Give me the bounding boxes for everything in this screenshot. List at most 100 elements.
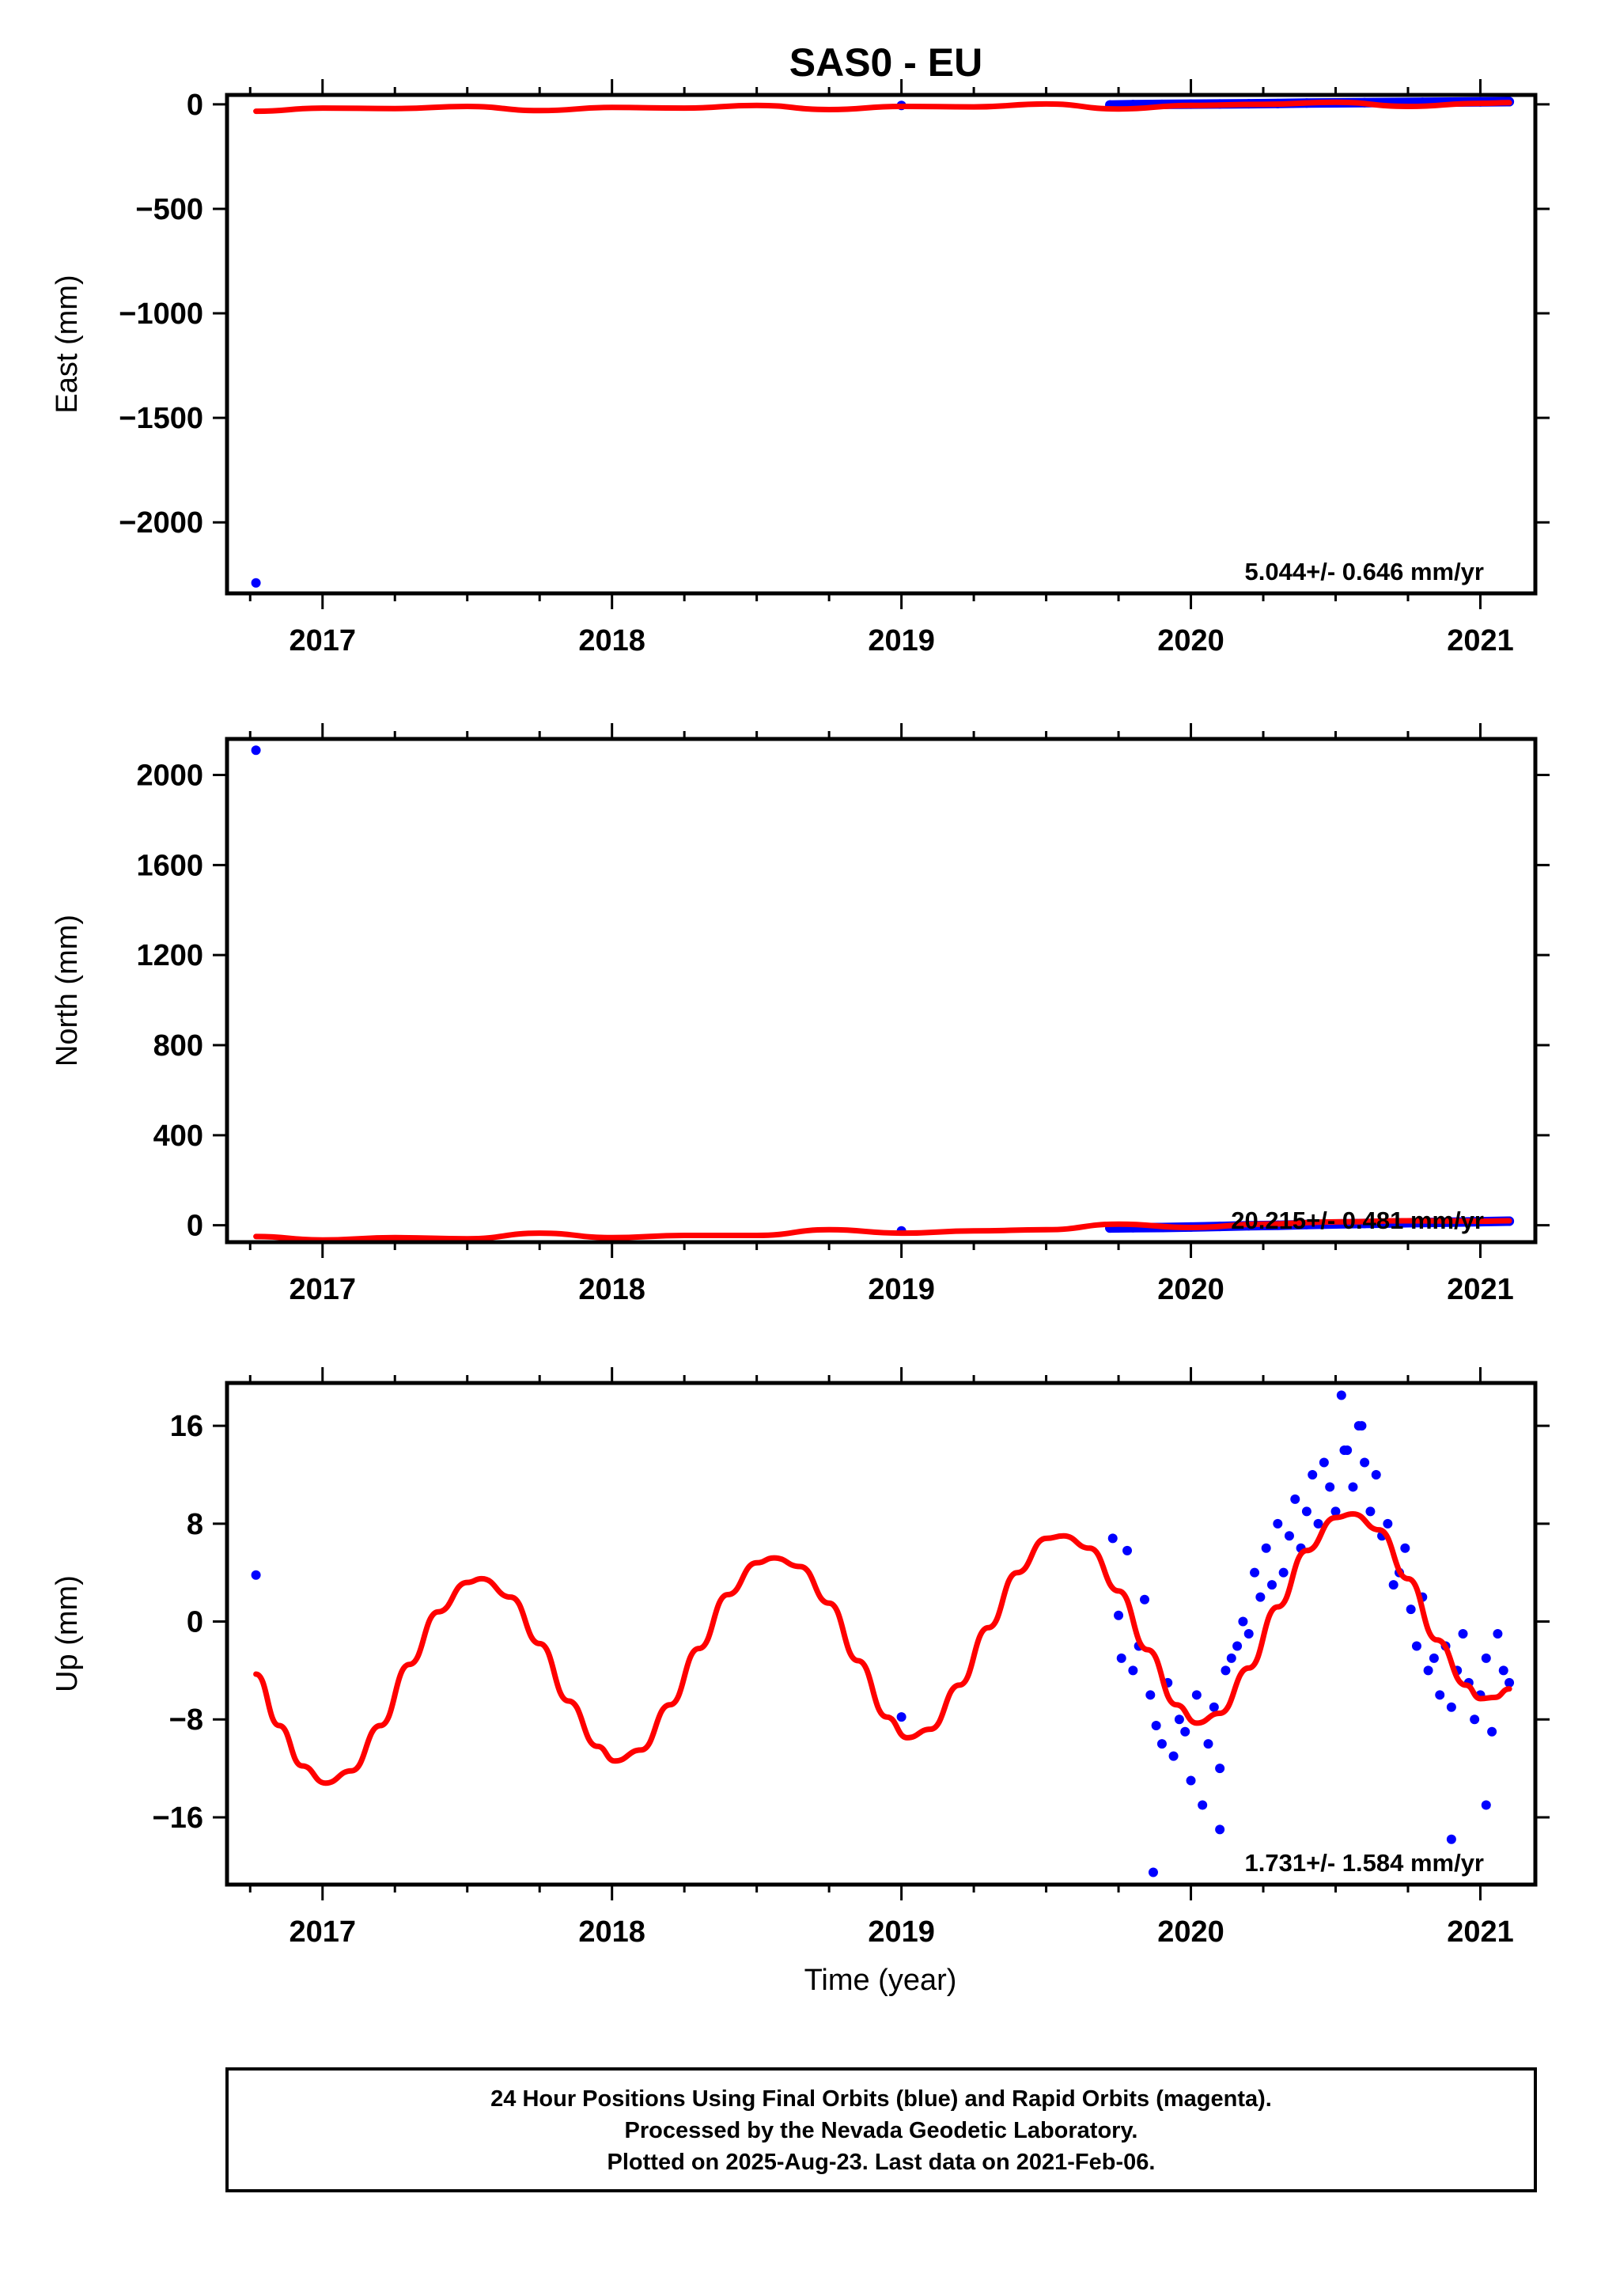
up-data-point [1191,1690,1202,1700]
north-y-tick-label: 0 [187,1210,203,1243]
north-y-tick-label: 2000 [136,760,203,793]
up-data-point [1215,1824,1225,1835]
footer-line-2: Processed by the Nevada Geodetic Laborat… [625,2118,1138,2143]
east-x-tick-label: 2019 [868,624,935,657]
east-data-point [251,578,261,588]
east-panel: 0 −500 −1000 −1500 −2000 2017 2018 2019 2020 2021… [51,79,1550,657]
up-data-point [1198,1800,1208,1810]
north-x-tick-label: 2020 [1157,1273,1224,1306]
footer-box: 24 Hour Positions Using Final Orbits (bl… [225,2067,1537,2192]
east-model-line [253,99,1512,115]
up-data-point [1139,1594,1149,1605]
up-data-point [1221,1665,1231,1676]
up-data-point [1388,1580,1399,1590]
north-x-tick-label: 2017 [289,1273,356,1306]
up-data-point [896,1712,906,1722]
up-x-tick-label: 2018 [578,1915,645,1949]
up-data-point [1107,1533,1118,1544]
up-data-point [1238,1616,1248,1627]
up-y-tick-label: 16 [170,1410,203,1443]
up-data-point [1156,1739,1167,1749]
north-y-axis-label: North (mm) [51,915,84,1067]
up-data-point [1273,1518,1283,1529]
east-x-tick-label: 2020 [1157,624,1224,657]
up-data-point [1470,1714,1480,1725]
up-data-point [1267,1580,1277,1590]
up-data-point [1168,1751,1179,1761]
up-data-point [251,1570,261,1580]
north-panel: 0 400 800 1200 1600 2000 2017 2018 2019 2020 2021 N… [51,723,1550,1306]
east-frame [225,93,1538,596]
chart-title: SAS0 - EU [789,40,983,85]
east-y-tick-label: 0 [187,89,203,122]
north-x-tick-label: 2021 [1447,1273,1514,1306]
up-data-point [1174,1714,1184,1725]
north-rate-label: 20.215+/- 0.481 mm/yr [1231,1207,1484,1234]
footer-line-1: 24 Hour Positions Using Final Orbits (bl… [490,2086,1272,2112]
footer-line-3: Plotted on 2025-Aug-23. Last data on 202… [607,2150,1156,2175]
up-data-point [1151,1720,1161,1730]
up-data-point [1498,1665,1508,1676]
up-data-point [1325,1482,1335,1492]
up-data-point [1400,1543,1410,1553]
up-data-point [1308,1469,1318,1480]
up-data-point [1435,1690,1445,1700]
up-data-point [1215,1764,1225,1774]
east-x-tick-label: 2018 [578,624,645,657]
up-data-point [1357,1421,1367,1431]
east-y-tick-label: −500 [135,193,203,226]
up-data-point [1186,1775,1196,1786]
north-y-tick-label: 800 [153,1029,203,1063]
up-data-point [1458,1629,1468,1639]
up-data-point [1145,1690,1156,1700]
east-data [251,97,1515,588]
east-y-tick-label: −2000 [119,506,203,540]
north-data-point [251,745,261,756]
north-frame [225,737,1538,1245]
up-data-point [1255,1592,1266,1602]
up-data-point [1128,1665,1138,1676]
east-y-tick-label: −1000 [119,297,203,331]
up-data-point [1411,1641,1421,1651]
up-data-point [1481,1800,1491,1810]
up-data-point [1371,1469,1381,1480]
up-rate-label: 1.731+/- 1.584 mm/yr [1245,1849,1484,1877]
up-data-point [1365,1506,1376,1517]
up-data [251,1390,1515,1877]
east-x-tick-label: 2017 [289,624,356,657]
up-model-line [253,1511,1512,1786]
north-x-tick-label: 2019 [868,1273,935,1306]
up-data-point [1330,1506,1341,1517]
east-y-tick-label: −1500 [119,402,203,435]
up-frame [225,1381,1538,1887]
up-data-point [1122,1545,1133,1555]
east-x-tick-label: 2021 [1447,624,1514,657]
up-data-point [1250,1567,1260,1578]
up-data-point [1116,1653,1126,1663]
up-data-point [1203,1739,1213,1749]
up-data-point [1278,1567,1289,1578]
up-data-point [1261,1543,1271,1553]
north-y-tick-label: 400 [153,1120,203,1153]
north-y-tick-label: 1600 [136,849,203,882]
up-data-point [1336,1390,1346,1400]
up-data-point [1243,1629,1254,1639]
up-y-tick-label: 8 [187,1508,203,1541]
up-data-point [1180,1726,1190,1737]
up-data-point [1319,1457,1329,1468]
up-data-point [1290,1494,1300,1504]
up-data-point [1487,1726,1497,1737]
up-data-point [1301,1506,1311,1517]
east-rate-label: 5.044+/- 0.646 mm/yr [1245,558,1484,585]
up-data-point [1429,1653,1439,1663]
north-data [251,745,1515,1242]
up-data-point [1481,1653,1491,1663]
up-data-point [1446,1834,1456,1844]
up-x-tick-label: 2020 [1157,1915,1224,1949]
up-data-point [1493,1629,1503,1639]
up-y-tick-label: −16 [153,1802,203,1835]
up-data-point [1406,1605,1416,1615]
up-data-point [1209,1702,1219,1712]
